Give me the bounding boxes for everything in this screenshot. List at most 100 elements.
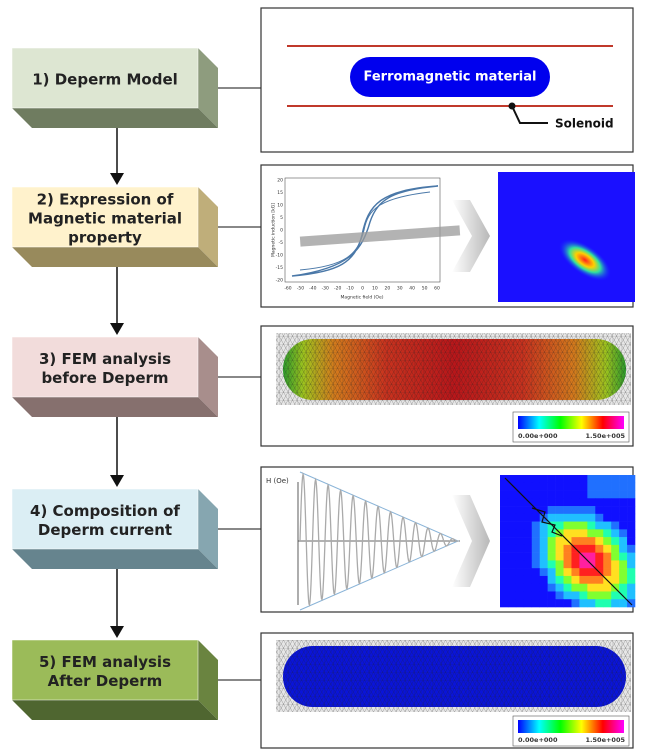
pixel xyxy=(548,498,556,506)
pixel xyxy=(579,576,587,584)
step-label: 2) Expression of xyxy=(37,191,174,209)
pixel xyxy=(556,537,564,545)
pixel xyxy=(548,599,556,607)
pixel xyxy=(611,568,619,576)
pixel xyxy=(611,491,619,499)
pixel xyxy=(571,599,579,607)
step-label: property xyxy=(68,229,142,247)
pixel xyxy=(524,506,532,514)
x-tick-label: 40 xyxy=(409,286,415,292)
pixel xyxy=(595,576,603,584)
pixel xyxy=(556,576,564,584)
pixel xyxy=(500,568,508,576)
pixel xyxy=(611,483,619,491)
pixel xyxy=(603,568,611,576)
pixel xyxy=(500,498,508,506)
pixel xyxy=(571,491,579,499)
pixel xyxy=(587,537,595,545)
diagram: 1) Deperm Model2) Expression ofMagnetic … xyxy=(0,0,653,754)
pixel xyxy=(532,483,540,491)
pixel xyxy=(532,560,540,568)
pixel xyxy=(611,506,619,514)
pixel xyxy=(500,537,508,545)
pixel xyxy=(532,591,540,599)
pixel xyxy=(571,514,579,522)
pixel xyxy=(579,514,587,522)
colorbar-max: 1.50e+005 xyxy=(586,432,626,440)
pixel xyxy=(619,522,627,530)
pixel xyxy=(579,483,587,491)
pixel xyxy=(532,475,540,483)
pixel xyxy=(579,584,587,592)
pixel xyxy=(564,553,572,561)
pixel xyxy=(556,498,564,506)
pixel xyxy=(540,475,548,483)
pixel xyxy=(532,584,540,592)
pixel xyxy=(595,514,603,522)
pixel xyxy=(556,560,564,568)
y-tick-label: -10 xyxy=(276,253,283,259)
box-bottom xyxy=(12,700,218,720)
pixel xyxy=(524,553,532,561)
pixel xyxy=(556,591,564,599)
pixel xyxy=(500,576,508,584)
steps: 1) Deperm Model2) Expression ofMagnetic … xyxy=(12,48,261,720)
pixel xyxy=(619,514,627,522)
pixel xyxy=(556,491,564,499)
pixel xyxy=(627,522,635,530)
pixel xyxy=(516,553,524,561)
pixel xyxy=(603,522,611,530)
pixel xyxy=(524,576,532,584)
pixel xyxy=(571,537,579,545)
pixel xyxy=(540,599,548,607)
pixel xyxy=(540,483,548,491)
pixel xyxy=(579,498,587,506)
pixel xyxy=(532,545,540,553)
pixel xyxy=(500,475,508,483)
pixel xyxy=(564,522,572,530)
pixel xyxy=(587,599,595,607)
pixel xyxy=(579,560,587,568)
pixel xyxy=(508,483,516,491)
pixel xyxy=(627,576,635,584)
pixel xyxy=(603,553,611,561)
pixel xyxy=(556,522,564,530)
flow-arrowhead xyxy=(110,173,124,185)
pixel xyxy=(548,537,556,545)
y-axis-label: Magnetic induction [kG] xyxy=(271,203,277,257)
pixel xyxy=(500,522,508,530)
pixel xyxy=(516,529,524,537)
x-tick-label: -30 xyxy=(322,286,329,292)
pixel xyxy=(524,514,532,522)
pixel xyxy=(524,529,532,537)
pixel xyxy=(508,506,516,514)
pixel xyxy=(611,522,619,530)
pixel xyxy=(587,591,595,599)
pixel xyxy=(603,560,611,568)
pixel xyxy=(500,599,508,607)
pixel xyxy=(587,475,595,483)
pixel xyxy=(500,506,508,514)
pixel xyxy=(579,475,587,483)
pixel xyxy=(587,584,595,592)
pixel xyxy=(532,576,540,584)
pixel xyxy=(548,514,556,522)
pixel xyxy=(516,545,524,553)
pixel xyxy=(508,514,516,522)
pixel xyxy=(500,545,508,553)
pixel xyxy=(619,599,627,607)
pixel xyxy=(603,491,611,499)
pixel xyxy=(611,591,619,599)
pixel xyxy=(556,568,564,576)
pixel xyxy=(603,498,611,506)
pixel xyxy=(595,491,603,499)
pixel xyxy=(619,545,627,553)
pixel xyxy=(619,568,627,576)
step-label: before Deperm xyxy=(41,369,168,387)
x-tick-label: -60 xyxy=(284,286,291,292)
pixel xyxy=(603,599,611,607)
step-label: 4) Composition of xyxy=(30,502,180,520)
pixel xyxy=(548,560,556,568)
pixel xyxy=(564,498,572,506)
x-tick-label: 30 xyxy=(397,286,403,292)
